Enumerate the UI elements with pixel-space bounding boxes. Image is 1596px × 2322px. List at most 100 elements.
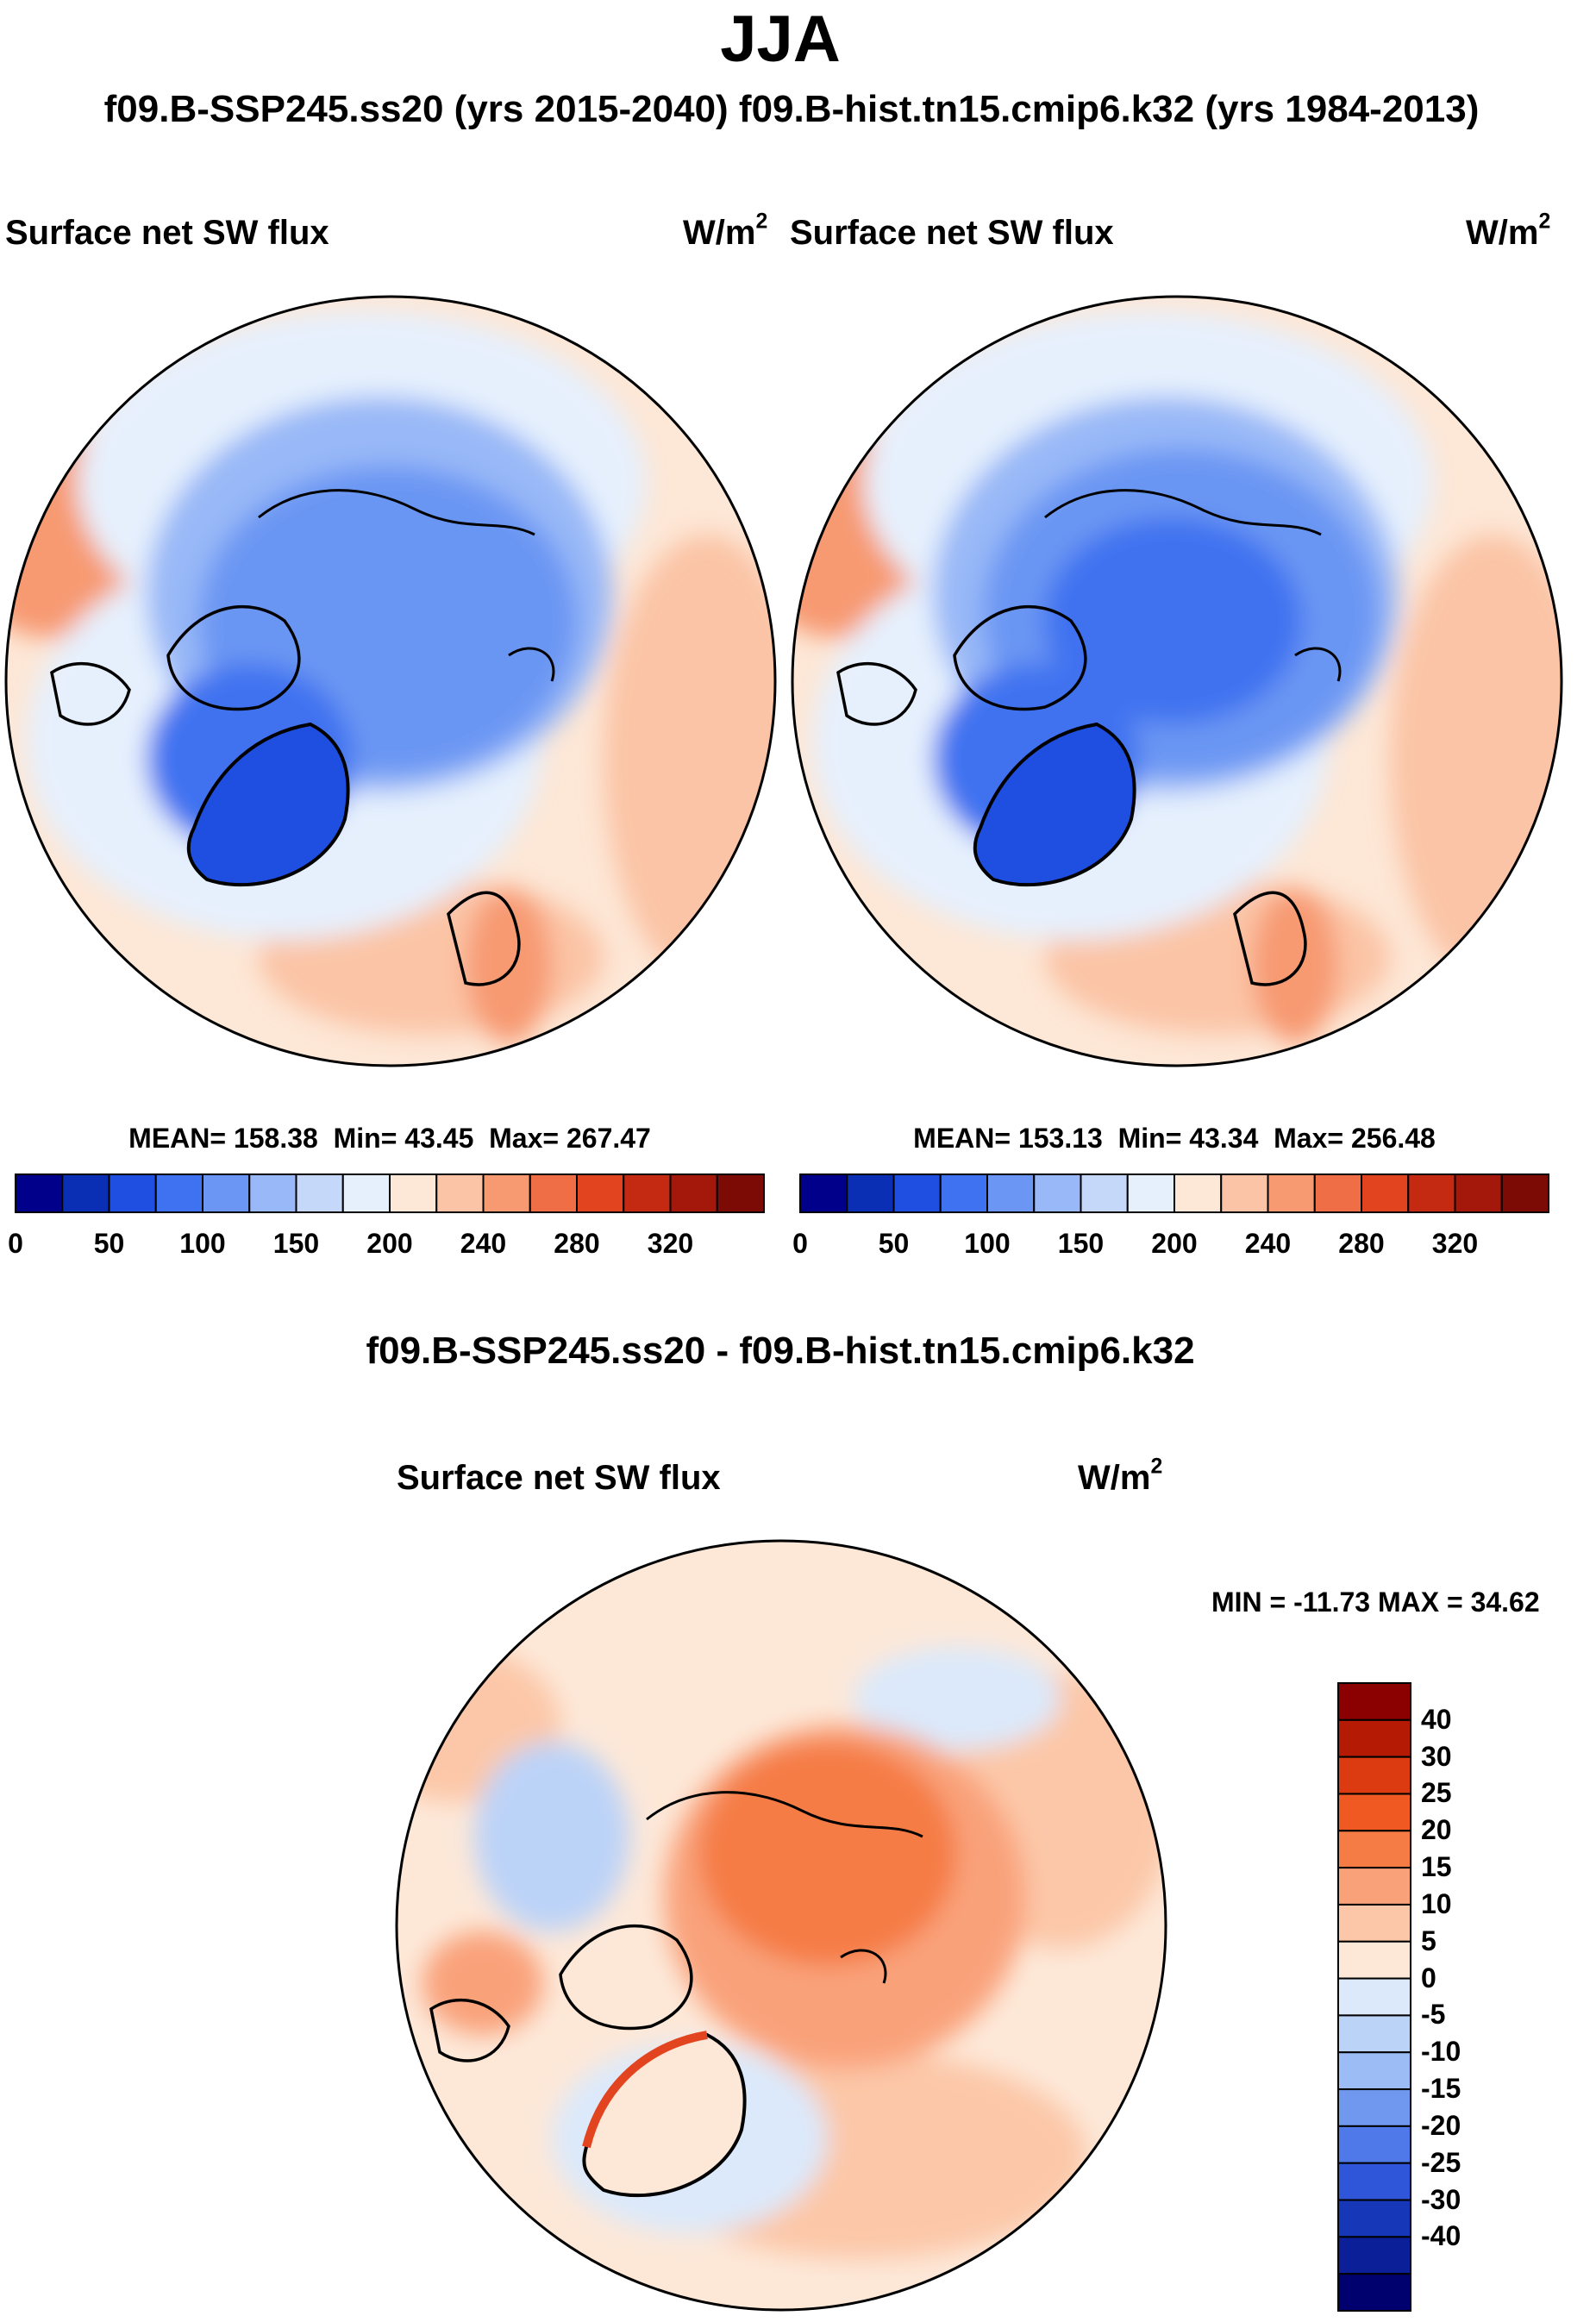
colorbar-tick-label: -30 (1421, 2183, 1461, 2215)
colorbar-swatch (1337, 1830, 1411, 1869)
colorbar-swatch (1126, 1174, 1175, 1213)
panel2-variable: Surface net SW flux (790, 214, 1114, 252)
colorbar-swatch (716, 1174, 765, 1213)
colorbar-swatch (1361, 1174, 1410, 1213)
colorbar-swatch (1337, 2088, 1411, 2127)
colorbar-tick-label: 100 (179, 1228, 226, 1259)
colorbar-swatch (1337, 2199, 1411, 2238)
colorbar-tick-label: 5 (1421, 1925, 1436, 1956)
colorbar-tick-label: -10 (1421, 2036, 1461, 2068)
colorbar-swatch (1337, 2273, 1411, 2313)
panel2-colorbar (799, 1174, 1549, 1213)
colorbar-tick-label: 40 (1421, 1703, 1452, 1735)
colorbar-tick-label: 240 (1244, 1228, 1292, 1259)
colorbar-tick-label: 150 (1057, 1228, 1105, 1259)
colorbar-tick-label: -25 (1421, 2146, 1461, 2178)
colorbar-swatch (202, 1174, 251, 1213)
panel1-map-border (4, 295, 777, 1067)
season-title: JJA (720, 3, 841, 76)
diff-variable: Surface net SW flux (397, 1459, 721, 1497)
colorbar-swatch (154, 1174, 203, 1213)
panel2-map (792, 297, 1562, 1066)
colorbar-swatch (799, 1174, 848, 1213)
colorbar-swatch (341, 1174, 391, 1213)
colorbar-swatch (1337, 2236, 1411, 2275)
colorbar-tick-label: 280 (554, 1228, 600, 1259)
panel2-stats: MEAN= 153.13 Min= 43.34 Max= 256.48 (913, 1123, 1436, 1154)
colorbar-tick-label: 0 (792, 1228, 808, 1259)
colorbar-tick-label: 50 (93, 1228, 125, 1259)
colorbar-tick-label: 200 (1151, 1228, 1198, 1259)
colorbar-tick-label: 280 (1338, 1228, 1385, 1259)
colorbar-tick-label: 200 (366, 1228, 413, 1259)
colorbar-swatch (1220, 1174, 1269, 1213)
panel2-unit: W/m2 (1466, 210, 1551, 252)
colorbar-swatch (1080, 1174, 1129, 1213)
panel1-map (6, 297, 775, 1066)
colorbar-tick-label: 0 (8, 1228, 23, 1259)
colorbar-swatch (295, 1174, 344, 1213)
panel1-variable: Surface net SW flux (5, 214, 329, 252)
diff-unit: W/m2 (1078, 1455, 1163, 1497)
colorbar-swatch (1454, 1174, 1503, 1213)
colorbar-swatch (1337, 1867, 1411, 1906)
colorbar-tick-label: 50 (878, 1228, 910, 1259)
colorbar-swatch (846, 1174, 895, 1213)
colorbar-swatch (1337, 2162, 1411, 2201)
colorbar-swatch (1337, 1793, 1411, 1832)
colorbar-tick-label: 15 (1421, 1851, 1452, 1883)
colorbar-swatch (61, 1174, 110, 1213)
diff-minmax: MIN = -11.73 MAX = 34.62 (1211, 1587, 1540, 1618)
colorbar-swatch (1337, 2014, 1411, 2054)
colorbar-swatch (1337, 1940, 1411, 1980)
colorbar-swatch (1267, 1174, 1316, 1213)
colorbar-tick-label: 0 (1421, 1962, 1436, 1993)
colorbar-swatch (1500, 1174, 1549, 1213)
colorbar-swatch (108, 1174, 157, 1213)
colorbar-swatch (1337, 2051, 1411, 2091)
colorbar-swatch (892, 1174, 942, 1213)
colorbar-tick-label: -40 (1421, 2220, 1461, 2252)
colorbar-swatch (529, 1174, 578, 1213)
colorbar-swatch (576, 1174, 625, 1213)
colorbar-tick-label: 320 (647, 1228, 694, 1259)
panel2-map-border (791, 295, 1563, 1067)
panel1-stats: MEAN= 158.38 Min= 43.45 Max= 267.47 (128, 1123, 651, 1154)
colorbar-tick-label: -15 (1421, 2073, 1461, 2105)
colorbar-swatch (248, 1174, 297, 1213)
case-header: f09.B-SSP245.ss20 (yrs 2015-2040) f09.B-… (103, 88, 1480, 130)
colorbar-swatch (1033, 1174, 1082, 1213)
colorbar-swatch (1337, 1756, 1411, 1795)
panel1-unit: W/m2 (683, 210, 768, 252)
colorbar-tick-label: -5 (1421, 1999, 1446, 2031)
colorbar-swatch (1337, 2125, 1411, 2164)
colorbar-tick-label: -20 (1421, 2109, 1461, 2141)
colorbar-swatch (939, 1174, 988, 1213)
colorbar-swatch (482, 1174, 531, 1213)
colorbar-tick-label: 25 (1421, 1777, 1452, 1809)
colorbar-swatch (1174, 1174, 1223, 1213)
panel1-colorbar (15, 1174, 765, 1213)
colorbar-tick-label: 10 (1421, 1887, 1452, 1919)
diff-title: f09.B-SSP245.ss20 - f09.B-hist.tn15.cmip… (366, 1330, 1195, 1372)
colorbar-swatch (389, 1174, 438, 1213)
colorbar-tick-label: 240 (460, 1228, 507, 1259)
colorbar-swatch (1337, 1903, 1411, 1943)
colorbar-swatch (15, 1174, 64, 1213)
colorbar-swatch (1337, 1977, 1411, 2017)
colorbar-tick-label: 320 (1431, 1228, 1479, 1259)
diff-map (397, 1541, 1166, 2310)
colorbar-tick-label: 150 (272, 1228, 320, 1259)
colorbar-tick-label: 30 (1421, 1740, 1452, 1772)
colorbar-swatch (1407, 1174, 1456, 1213)
colorbar-swatch (623, 1174, 672, 1213)
diff-colorbar (1337, 1682, 1411, 2313)
colorbar-swatch (986, 1174, 1036, 1213)
colorbar-swatch (1337, 1682, 1411, 1721)
colorbar-swatch (1337, 1718, 1411, 1758)
colorbar-swatch (1313, 1174, 1362, 1213)
colorbar-swatch (669, 1174, 718, 1213)
colorbar-swatch (435, 1174, 485, 1213)
diff-map-border (395, 1539, 1167, 2312)
